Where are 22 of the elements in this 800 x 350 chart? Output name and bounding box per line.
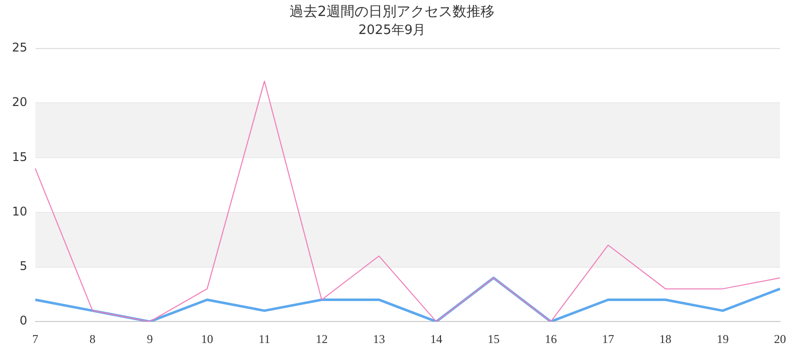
x-tick-label: 10 [201,332,214,346]
y-tick-label: 25 [12,40,28,55]
chart-subtitle: 2025年9月 [358,22,426,38]
x-tick-label: 19 [716,332,729,346]
y-tick-label: 15 [12,150,28,164]
chart-title: 過去2週間の日別アクセス数推移 [290,4,494,20]
y-tick-label: 20 [12,95,28,110]
x-tick-label: 14 [430,332,442,346]
x-tick-label: 11 [258,332,270,346]
x-tick-label: 13 [372,332,385,346]
x-tick-label: 7 [32,332,38,346]
y-tick-label: 0 [20,314,28,328]
x-tick-label: 20 [774,332,786,346]
x-tick-label: 9 [146,332,153,346]
x-tick-label: 12 [316,332,328,346]
x-tick-label: 18 [659,332,672,346]
x-tick-label: 8 [90,332,96,346]
x-tick-label: 17 [602,332,614,346]
y-tick-label: 10 [12,204,28,218]
y-tick-label: 5 [20,259,28,274]
x-tick-label: 15 [488,332,500,346]
x-tick-label: 16 [544,332,557,346]
